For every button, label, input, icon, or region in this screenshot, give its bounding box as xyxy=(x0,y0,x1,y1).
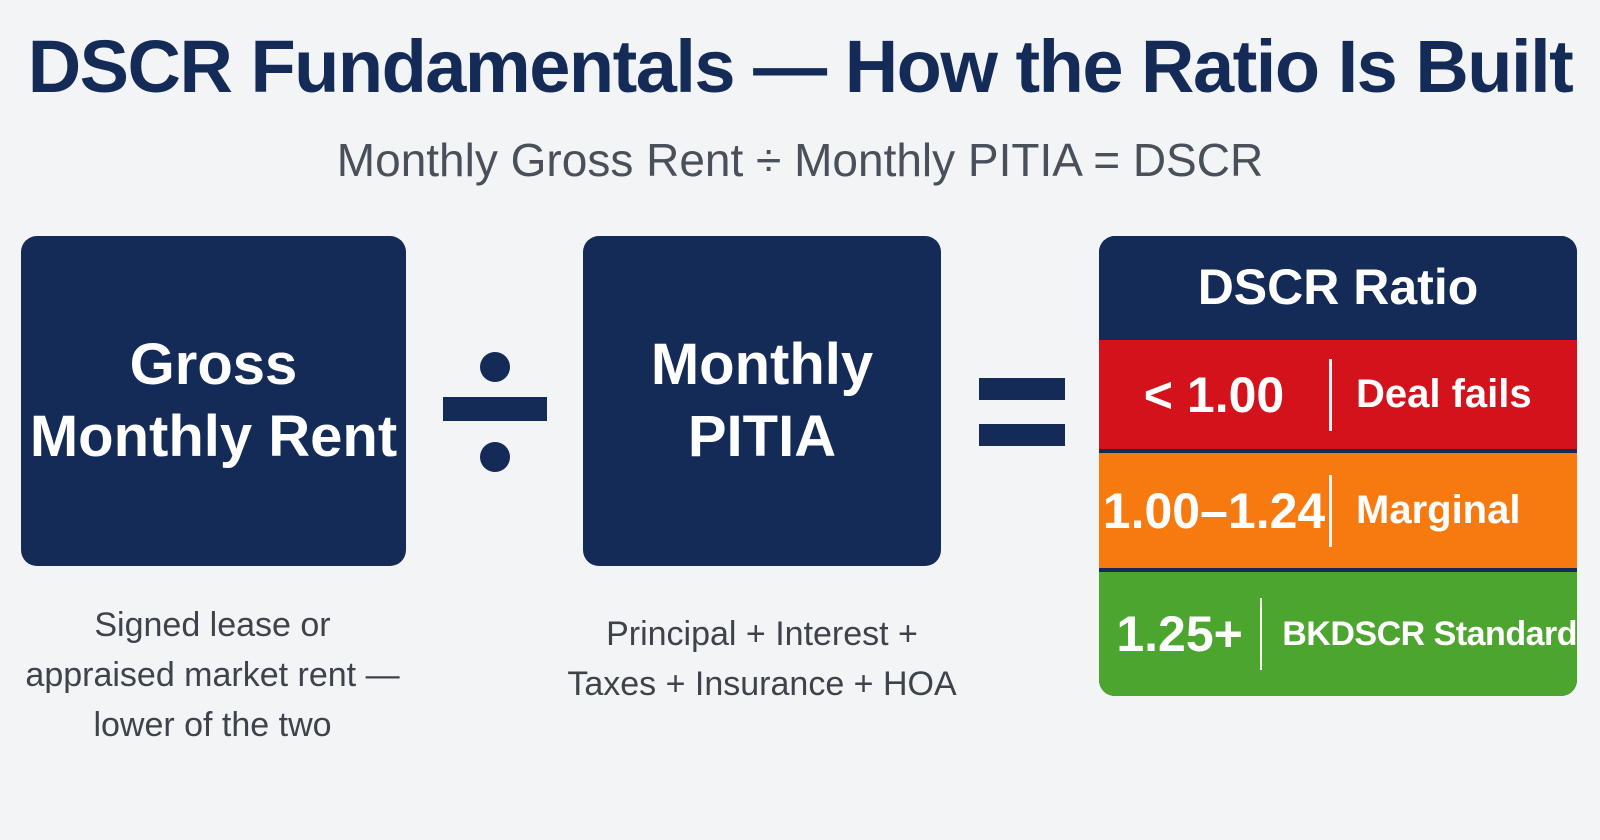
page-title: DSCR Fundamentals — How the Ratio Is Bui… xyxy=(27,25,1574,108)
ratio-band-label: Marginal xyxy=(1356,488,1521,532)
ratio-band-divider xyxy=(1329,358,1332,431)
monthly-pitia-line-2: PITIA xyxy=(687,404,837,469)
gross-monthly-rent-line-2: Monthly Rent xyxy=(29,404,398,469)
gross-monthly-rent-box: Gross Monthly Rent xyxy=(21,236,406,566)
gross-monthly-rent-line-1: Gross xyxy=(129,332,298,397)
pitia-note: Principal + Interest + Taxes + Insurance… xyxy=(545,609,979,709)
ratio-band-standard: 1.25+ BKDSCR Standard xyxy=(1099,572,1577,696)
pitia-note-line-1: Principal + Interest + xyxy=(606,615,918,653)
rent-note: Signed lease or appraised market rent — … xyxy=(10,600,415,750)
rent-note-line-3: lower of the two xyxy=(93,706,332,744)
rent-note-line-2: appraised market rent — xyxy=(25,656,400,694)
equals-icon xyxy=(979,378,1065,446)
ratio-band-fail: < 1.00 Deal fails xyxy=(1099,340,1577,449)
monthly-pitia-box: Monthly PITIA xyxy=(583,236,941,566)
ratio-band-label: Deal fails xyxy=(1356,372,1532,416)
formula-subtitle: Monthly Gross Rent ÷ Monthly PITIA = DSC… xyxy=(336,134,1264,186)
divide-icon-bar xyxy=(443,397,547,421)
equals-icon-bottom-bar xyxy=(979,424,1065,446)
pitia-note-line-2: Taxes + Insurance + HOA xyxy=(567,665,957,703)
ratio-band-divider xyxy=(1260,598,1263,670)
rent-note-line-1: Signed lease or xyxy=(94,606,331,644)
equals-icon-top-bar xyxy=(979,378,1065,400)
dscr-ratio-card: DSCR Ratio < 1.00 Deal fails 1.00–1.24 M… xyxy=(1099,236,1577,696)
divide-icon-bottom-dot xyxy=(480,442,510,472)
ratio-band-label: BKDSCR Standard xyxy=(1282,614,1577,653)
ratio-band-divider xyxy=(1329,474,1332,547)
dscr-ratio-header: DSCR Ratio xyxy=(1099,236,1577,338)
divide-icon-top-dot xyxy=(480,352,510,382)
ratio-band-marginal: 1.00–1.24 Marginal xyxy=(1099,453,1577,568)
ratio-band-range: 1.25+ xyxy=(1116,606,1243,662)
monthly-pitia-line-1: Monthly xyxy=(650,332,874,397)
ratio-band-range: 1.00–1.24 xyxy=(1102,482,1326,539)
divide-icon xyxy=(443,352,547,472)
ratio-band-range: < 1.00 xyxy=(1143,366,1285,423)
